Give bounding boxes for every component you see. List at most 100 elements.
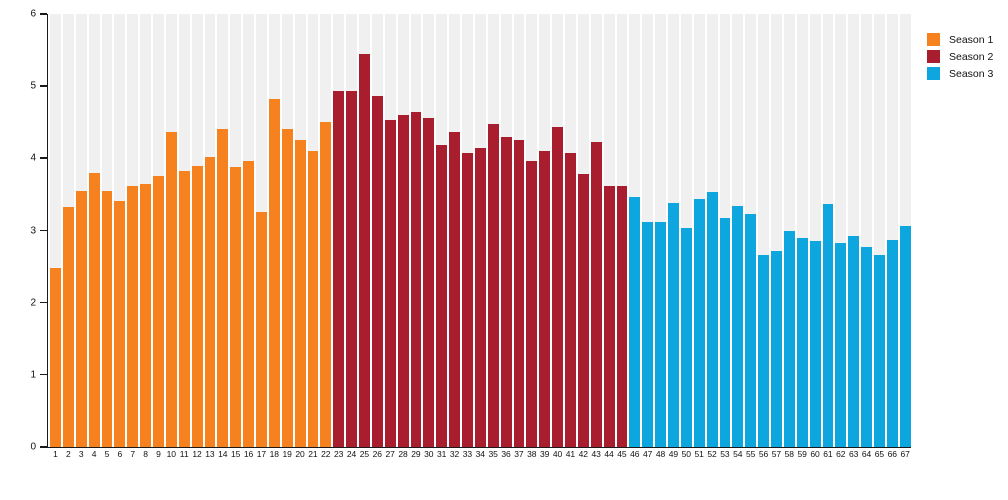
bar-column: 50 (680, 14, 692, 459)
bar-column: 14 (217, 14, 229, 459)
bar-season-1 (268, 99, 280, 447)
bar-season-2 (371, 96, 383, 447)
bar-season-2 (359, 54, 370, 447)
bar-season-1 (256, 212, 267, 447)
bar-season-2 (539, 151, 551, 447)
bar-column: 36 (500, 14, 512, 459)
bar-season-1 (50, 268, 61, 447)
x-axis-tick-label: 62 (836, 449, 846, 459)
bar-column: 62 (835, 14, 847, 459)
bar-column: 42 (577, 14, 589, 459)
bar-season-1 (153, 175, 164, 447)
bar-column: 38 (526, 14, 538, 459)
x-axis-tick-label: 50 (681, 449, 692, 459)
bar-column: 35 (487, 14, 499, 459)
bar-column: 52 (706, 14, 718, 459)
bar-column: 34 (474, 14, 486, 459)
bar-season-3 (680, 227, 692, 447)
bar-season-1 (307, 151, 319, 447)
bar-column: 59 (796, 14, 808, 459)
bar-season-3 (642, 221, 654, 447)
x-axis-tick-label: 6 (117, 449, 123, 459)
x-axis-tick-label: 44 (604, 449, 614, 459)
bar-season-3 (822, 203, 834, 447)
x-axis-tick-label: 67 (900, 449, 910, 459)
bar-column: 47 (642, 14, 654, 459)
bar-columns: 1 2 3 4 5 6 7 8 9 10 11 12 13 14 15 16 17 18 19 20 21 22 23 24 2… (48, 14, 911, 459)
bar-column: 32 (449, 14, 460, 459)
bar-column: 22 (320, 14, 332, 459)
bar-season-2 (410, 112, 422, 447)
bar-column: 28 (397, 14, 409, 459)
x-axis-tick-label: 30 (424, 449, 434, 459)
x-axis-tick-label: 13 (205, 449, 215, 459)
legend-item-season-2[interactable]: Season 2 (927, 50, 993, 63)
bar-season-2 (526, 161, 538, 447)
y-axis-tick (40, 446, 47, 448)
bar-season-2 (423, 117, 435, 447)
x-axis-tick-label: 49 (668, 449, 679, 459)
x-axis-tick-label: 23 (333, 449, 344, 459)
bar-season-2 (487, 124, 499, 447)
x-axis-tick-label: 4 (91, 449, 97, 459)
bar-column: 7 (127, 14, 139, 459)
bar-column: 33 (462, 14, 473, 459)
bar-column: 54 (732, 14, 744, 459)
bar-season-3 (706, 192, 718, 447)
y-axis-tick-label: 2 (30, 297, 36, 309)
x-axis-tick-label: 48 (655, 449, 666, 459)
x-axis-tick-label: 41 (565, 449, 576, 459)
bar-season-1 (62, 207, 74, 447)
bar-column: 19 (281, 14, 293, 459)
bar-column: 30 (423, 14, 435, 459)
bar-column: 10 (165, 14, 177, 459)
x-axis-tick-label: 10 (166, 449, 177, 459)
bar-column: 56 (758, 14, 769, 459)
bar-column: 26 (371, 14, 383, 459)
legend-item-season-1[interactable]: Season 1 (927, 33, 993, 46)
x-axis-tick-label: 31 (436, 449, 447, 459)
x-axis-tick-label: 36 (501, 449, 511, 459)
bar-column: 27 (384, 14, 396, 459)
x-axis-tick-label: 9 (156, 449, 161, 459)
legend-item-season-3[interactable]: Season 3 (927, 67, 993, 80)
bar-season-1 (191, 165, 203, 447)
bar-column: 25 (359, 14, 370, 459)
x-axis-tick-label: 12 (192, 449, 202, 459)
legend-swatch (927, 67, 940, 80)
y-axis-tick (40, 85, 47, 87)
x-axis-tick-label: 46 (630, 449, 640, 459)
bar-column: 5 (101, 14, 113, 459)
x-axis-tick-label: 18 (269, 449, 280, 459)
bar-season-2 (462, 152, 473, 447)
bar-season-2 (397, 115, 409, 447)
bar-column: 60 (809, 14, 821, 459)
bar-column: 6 (114, 14, 126, 459)
bar-column: 23 (333, 14, 345, 459)
x-axis-tick-label: 59 (797, 449, 807, 459)
x-axis-tick-label: 35 (488, 449, 498, 459)
bar-season-1 (320, 121, 332, 447)
bar-season-2 (590, 142, 602, 447)
bar-season-1 (294, 139, 306, 447)
x-axis-tick-label: 32 (449, 449, 460, 459)
bar-column: 53 (719, 14, 731, 459)
bar-season-1 (204, 156, 216, 447)
bar-season-2 (552, 126, 563, 447)
bar-column: 1 (50, 14, 61, 459)
x-axis-tick-label: 29 (411, 449, 421, 459)
bar-season-3 (732, 205, 744, 447)
bar-column: 37 (513, 14, 525, 459)
bar-season-1 (127, 185, 139, 447)
bar-column: 24 (346, 14, 357, 459)
legend-label: Season 2 (949, 50, 994, 63)
bar-season-3 (783, 230, 795, 447)
bar-season-1 (281, 128, 293, 447)
bar-season-3 (886, 239, 898, 447)
y-axis-tick-label: 5 (30, 80, 36, 92)
y-axis-tick-label: 4 (30, 152, 36, 164)
bar-season-3 (719, 218, 731, 447)
bar-column: 58 (783, 14, 795, 459)
bar-season-1 (217, 129, 229, 447)
bar-column: 49 (668, 14, 679, 459)
